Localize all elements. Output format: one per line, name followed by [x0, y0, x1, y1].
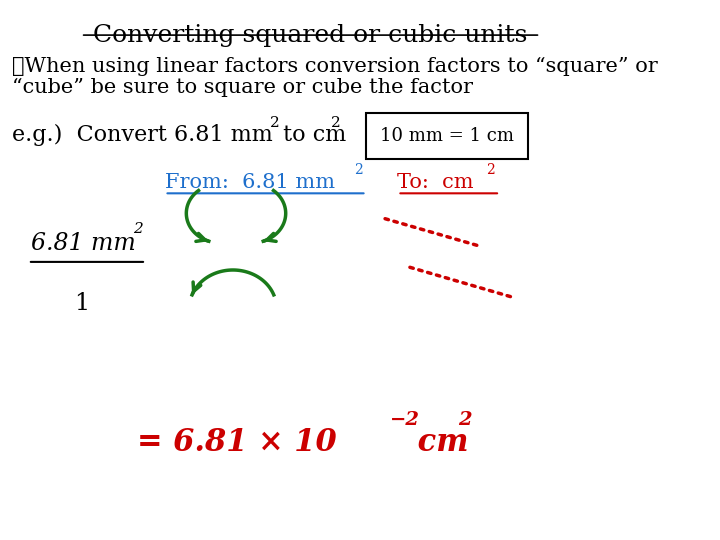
Text: Converting squared or cubic units: Converting squared or cubic units [94, 24, 528, 48]
Text: cm: cm [407, 427, 468, 457]
Text: −2: −2 [390, 411, 420, 429]
Text: e.g.)  Convert 6.81 mm: e.g.) Convert 6.81 mm [12, 124, 273, 146]
Text: 2: 2 [354, 163, 363, 177]
FancyBboxPatch shape [366, 113, 528, 159]
Text: to cm: to cm [276, 124, 346, 146]
Text: “cube” be sure to square or cube the factor: “cube” be sure to square or cube the fac… [12, 78, 474, 97]
Text: 2: 2 [270, 116, 280, 130]
Text: = 6.81 × 10: = 6.81 × 10 [137, 427, 336, 457]
Text: 2: 2 [331, 116, 341, 130]
Text: ➤When using linear factors conversion factors to “square” or: ➤When using linear factors conversion fa… [12, 57, 658, 76]
Text: 10 mm = 1 cm: 10 mm = 1 cm [380, 127, 514, 145]
Text: 2: 2 [133, 222, 143, 237]
Text: From:  6.81 mm: From: 6.81 mm [165, 173, 335, 192]
Text: 2: 2 [458, 411, 472, 429]
Text: 6.81 mm: 6.81 mm [31, 232, 136, 255]
Text: 1: 1 [75, 292, 90, 315]
Text: To:  cm: To: cm [397, 173, 474, 192]
Text: 2: 2 [486, 163, 495, 177]
